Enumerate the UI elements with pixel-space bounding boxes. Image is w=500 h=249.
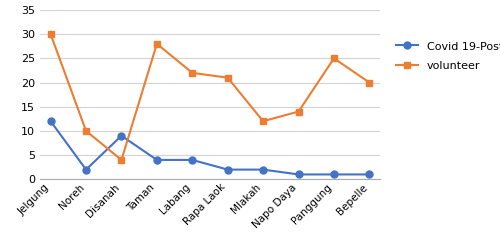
volunteer [366, 81, 372, 84]
Line: volunteer: volunteer [47, 31, 373, 163]
Line: Covid 19-Post: Covid 19-Post [47, 118, 373, 178]
volunteer [190, 71, 196, 74]
volunteer [296, 110, 302, 113]
volunteer [331, 57, 337, 60]
volunteer [260, 120, 266, 123]
Covid 19-Post [366, 173, 372, 176]
volunteer [154, 42, 160, 45]
Covid 19-Post [154, 158, 160, 161]
Covid 19-Post [118, 134, 124, 137]
Covid 19-Post [83, 168, 89, 171]
Legend: Covid 19-Post, volunteer: Covid 19-Post, volunteer [396, 41, 500, 71]
Covid 19-Post [296, 173, 302, 176]
volunteer [48, 33, 54, 36]
volunteer [224, 76, 230, 79]
Covid 19-Post [224, 168, 230, 171]
volunteer [83, 129, 89, 132]
volunteer [118, 158, 124, 161]
Covid 19-Post [331, 173, 337, 176]
Covid 19-Post [190, 158, 196, 161]
Covid 19-Post [260, 168, 266, 171]
Covid 19-Post [48, 120, 54, 123]
